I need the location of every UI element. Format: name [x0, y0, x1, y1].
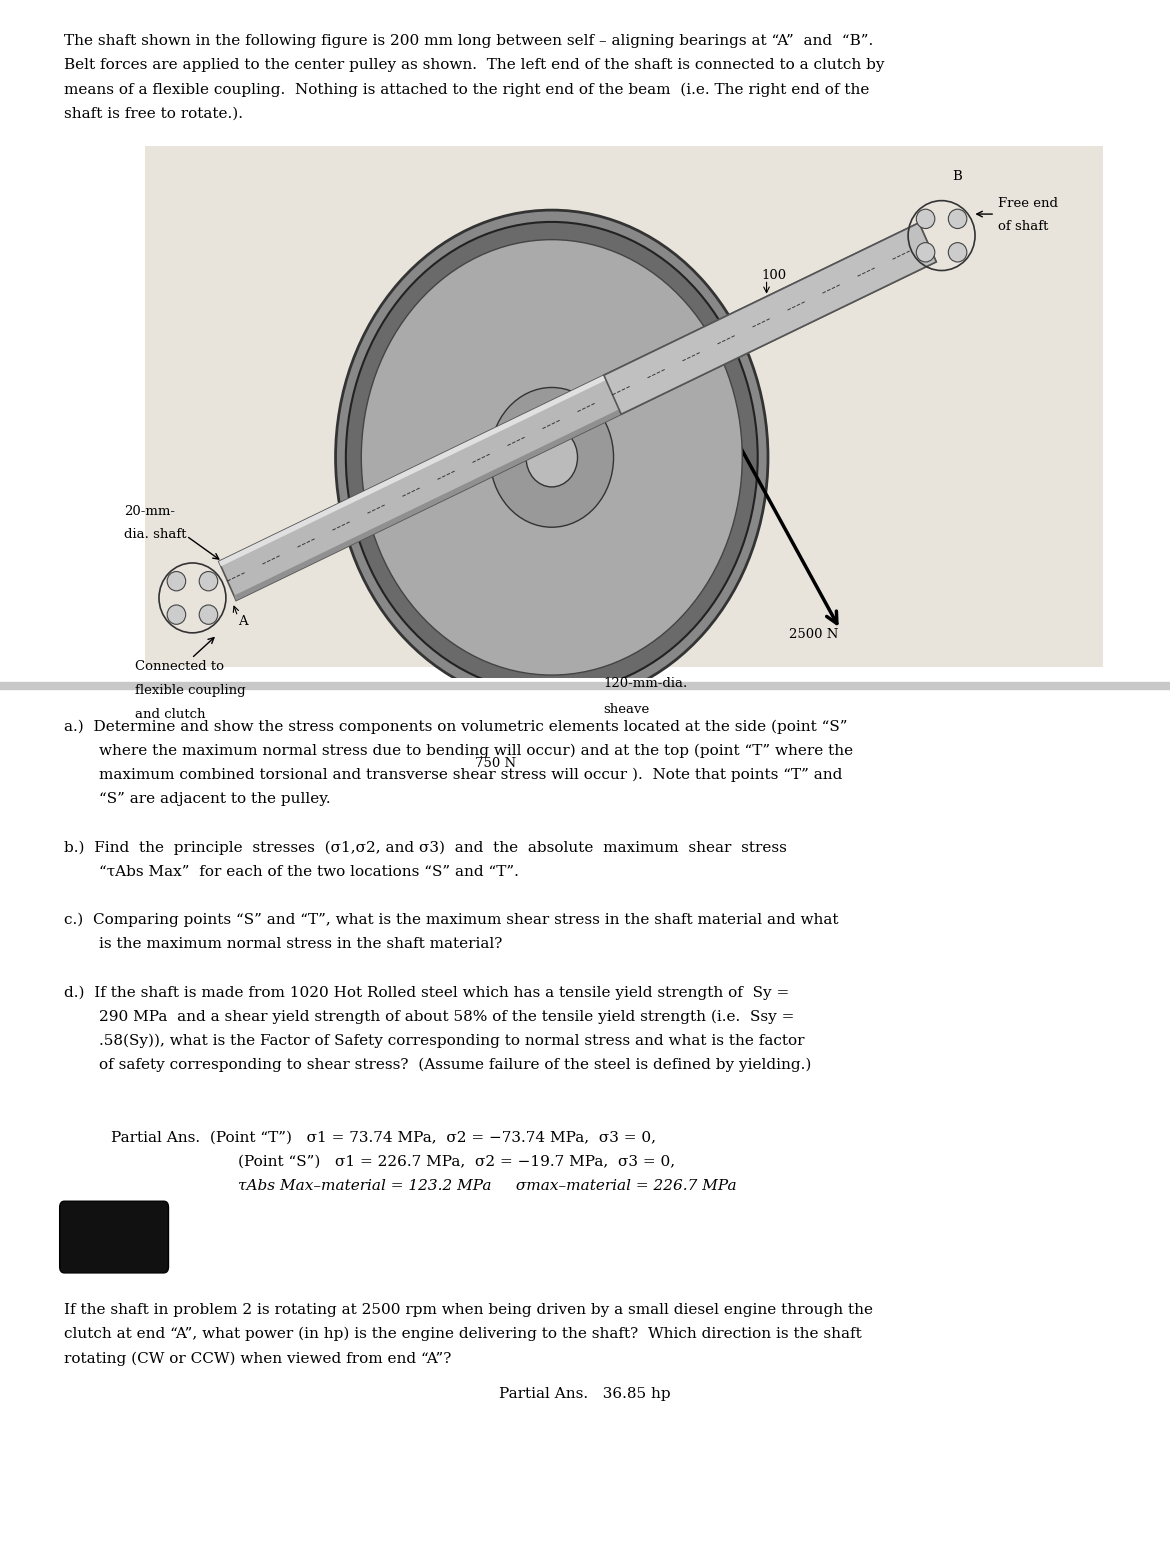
Ellipse shape	[336, 210, 768, 704]
Text: where the maximum normal stress due to bending will occur) and at the top (point: where the maximum normal stress due to b…	[99, 745, 854, 759]
Text: “S” are adjacent to the pulley.: “S” are adjacent to the pulley.	[99, 791, 331, 805]
Text: dia. shaft: dia. shaft	[124, 528, 187, 541]
FancyBboxPatch shape	[60, 1201, 168, 1273]
Text: c.)  Comparing points “S” and “T”, what is the maximum shear stress in the shaft: c.) Comparing points “S” and “T”, what i…	[64, 913, 839, 927]
Polygon shape	[604, 223, 936, 414]
Text: maximum combined torsional and transverse shear stress will occur ).  Note that : maximum combined torsional and transvers…	[99, 768, 842, 782]
Ellipse shape	[362, 240, 742, 675]
Text: d.)  If the shaft is made from 1020 Hot Rolled steel which has a tensile yield s: d.) If the shaft is made from 1020 Hot R…	[64, 985, 790, 1000]
Ellipse shape	[346, 221, 758, 693]
Text: The shaft shown in the following figure is 200 mm long between self – aligning b: The shaft shown in the following figure …	[64, 34, 874, 48]
Polygon shape	[234, 257, 936, 600]
Ellipse shape	[167, 572, 186, 590]
Text: 20-mm-: 20-mm-	[124, 505, 176, 517]
Ellipse shape	[949, 243, 966, 262]
Text: means of a flexible coupling.  Nothing is attached to the right end of the beam : means of a flexible coupling. Nothing is…	[64, 83, 869, 97]
Text: b.)  Find  the  principle  stresses  (σ1,σ2, and σ3)  and  the  absolute  maximu: b.) Find the principle stresses (σ1,σ2, …	[64, 840, 787, 855]
Text: 120-mm-dia.: 120-mm-dia.	[604, 676, 688, 690]
Text: sheave: sheave	[604, 704, 649, 717]
Text: 290 MPa  and a shear yield strength of about 58% of the tensile yield strength (: 290 MPa and a shear yield strength of ab…	[99, 1010, 794, 1024]
Text: clutch at end “A”, what power (in hp) is the engine delivering to the shaft?  Wh: clutch at end “A”, what power (in hp) is…	[64, 1327, 862, 1341]
Text: shaft is free to rotate.).: shaft is free to rotate.).	[64, 106, 243, 120]
Text: “τAbs Max”  for each of the two locations “S” and “T”.: “τAbs Max” for each of the two locations…	[99, 865, 519, 879]
Text: .58(Sy)), what is the Factor of Safety corresponding to normal stress and what i: .58(Sy)), what is the Factor of Safety c…	[99, 1035, 805, 1049]
Text: and clutch: and clutch	[135, 707, 205, 721]
Text: 2500 N: 2500 N	[789, 628, 838, 642]
Text: Connected to: Connected to	[135, 661, 223, 673]
Ellipse shape	[526, 428, 578, 488]
Text: rotating (CW or CCW) when viewed from end “A”?: rotating (CW or CCW) when viewed from en…	[64, 1351, 452, 1365]
Text: 100: 100	[408, 442, 433, 455]
Text: Belt forces are applied to the center pulley as shown.  The left end of the shaf: Belt forces are applied to the center pu…	[64, 59, 885, 72]
Text: a.)  Determine and show the stress components on volumetric elements located at : a.) Determine and show the stress compon…	[64, 720, 848, 734]
Text: (Point “S”)   σ1 = 226.7 MPa,  σ2 = −19.7 MPa,  σ3 = 0,: (Point “S”) σ1 = 226.7 MPa, σ2 = −19.7 M…	[238, 1154, 675, 1168]
Text: A: A	[238, 615, 248, 628]
Polygon shape	[219, 223, 936, 600]
Text: B: B	[952, 170, 962, 182]
Text: 100: 100	[762, 268, 786, 282]
Text: S: S	[583, 394, 590, 405]
Ellipse shape	[199, 572, 218, 590]
Ellipse shape	[949, 209, 966, 229]
Ellipse shape	[490, 388, 613, 527]
Ellipse shape	[916, 243, 935, 262]
Polygon shape	[219, 223, 921, 567]
Text: of shaft: of shaft	[998, 221, 1048, 234]
Text: τAbs Max–material = 123.2 MPa     σmax–material = 226.7 MPa: τAbs Max–material = 123.2 MPa σmax–mater…	[238, 1178, 736, 1192]
Text: of safety corresponding to shear stress?  (Assume failure of the steel is define: of safety corresponding to shear stress?…	[99, 1058, 812, 1072]
Ellipse shape	[167, 605, 186, 625]
Text: Partial Ans.   36.85 hp: Partial Ans. 36.85 hp	[500, 1387, 670, 1401]
Text: is the maximum normal stress in the shaft material?: is the maximum normal stress in the shaf…	[99, 936, 503, 950]
Text: If the shaft in problem 2 is rotating at 2500 rpm when being driven by a small d: If the shaft in problem 2 is rotating at…	[64, 1302, 873, 1317]
Ellipse shape	[916, 209, 935, 229]
Text: Free end: Free end	[998, 196, 1058, 210]
Text: Partial Ans.  (Point “T”)   σ1 = 73.74 MPa,  σ2 = −73.74 MPa,  σ3 = 0,: Partial Ans. (Point “T”) σ1 = 73.74 MPa,…	[111, 1130, 656, 1144]
Ellipse shape	[199, 605, 218, 625]
Text: flexible coupling: flexible coupling	[135, 684, 246, 696]
Text: 750 N: 750 N	[475, 757, 516, 770]
